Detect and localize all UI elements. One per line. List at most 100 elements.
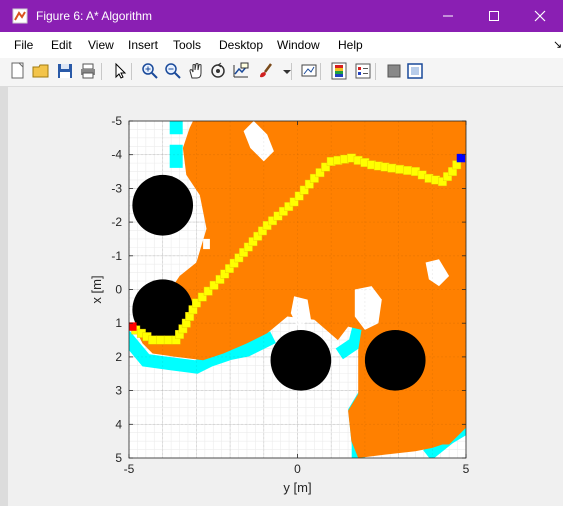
start-cell (129, 322, 137, 331)
path-cell (203, 286, 213, 296)
rotate-3d-icon[interactable] (209, 62, 227, 80)
path-cell (234, 253, 244, 263)
obstacle (364, 329, 426, 391)
minimize-button[interactable] (425, 0, 471, 32)
path-cell (258, 226, 267, 236)
path-cell (395, 164, 405, 174)
brush-icon[interactable] (257, 62, 275, 80)
y-tick-label: 3 (115, 384, 122, 398)
menu-view[interactable]: View (88, 38, 114, 52)
zoom-in-icon[interactable] (141, 62, 159, 80)
path-cell (191, 298, 201, 308)
path-cell (262, 221, 272, 230)
frontier-cells (335, 322, 367, 360)
path-cell (148, 335, 158, 345)
path-cell (289, 197, 299, 207)
toolbar-separator (291, 63, 292, 80)
y-tick-label: 1 (115, 316, 122, 330)
unexplored-island (243, 121, 274, 162)
frontier-cells (129, 330, 276, 374)
menu-bar: File Edit View Insert Tools Desktop Window Help… (0, 32, 563, 59)
close-button[interactable] (517, 0, 563, 32)
path-cell (229, 258, 239, 268)
path-cell (220, 269, 230, 279)
path-cell (197, 292, 207, 302)
path-cell (278, 206, 288, 216)
colorbar-icon[interactable] (330, 62, 348, 80)
figure-toolbar (0, 58, 563, 87)
pan-hand-icon[interactable] (187, 62, 205, 80)
menu-file[interactable]: File (14, 38, 34, 52)
save-icon[interactable] (56, 62, 74, 80)
y-tick-label: -5 (111, 114, 122, 128)
obstacle (132, 279, 194, 341)
path-cell (321, 162, 330, 172)
menu-edit[interactable]: Edit (51, 38, 72, 52)
data-cursor-icon[interactable] (232, 62, 250, 80)
figure-canvas: -5 0 5 -5 -4 -3 -2 -1 0 1 2 3 4 5 y [m] x [m] (0, 87, 563, 506)
unexplored-island (290, 296, 311, 327)
path-cell (268, 216, 277, 226)
x-axis-label: y [m] (283, 480, 311, 495)
toolbar-separator (101, 63, 102, 80)
y-tick-label: -4 (111, 148, 122, 162)
path-cell (243, 242, 253, 252)
y-tick-label: 2 (115, 350, 122, 364)
maximize-icon (489, 11, 499, 21)
path-cell (437, 177, 447, 187)
title-bar: Figure 6: A* Algorithm (0, 0, 563, 32)
show-plot-tools-icon[interactable] (406, 62, 424, 80)
plot-area (129, 121, 466, 458)
x-tick-label: 5 (463, 462, 470, 476)
hide-plot-tools-icon[interactable] (385, 62, 403, 80)
menu-desktop[interactable]: Desktop (219, 38, 264, 52)
y-tick-label: -2 (111, 215, 122, 229)
menu-help[interactable]: Help (338, 38, 363, 52)
menu-tools[interactable]: Tools (173, 38, 202, 52)
path-cell (253, 231, 263, 241)
y-tick-label: 4 (115, 417, 122, 431)
link-plot-icon[interactable] (300, 62, 318, 80)
toolbar-separator (320, 63, 321, 80)
dropdown-arrow-icon[interactable] (278, 62, 296, 80)
new-figure-icon[interactable] (9, 62, 27, 80)
window-title: Figure 6: A* Algorithm (36, 9, 153, 23)
zoom-out-icon[interactable] (164, 62, 182, 80)
unexplored-island (425, 259, 450, 287)
y-tick-label: 0 (115, 283, 122, 297)
legend-icon[interactable] (354, 62, 372, 80)
path-cell (309, 173, 319, 183)
path-cell (304, 179, 314, 189)
path-cell (452, 160, 462, 170)
x-tick-label: -5 (124, 462, 135, 476)
y-axis-label: x [m] (89, 275, 104, 303)
path-cell (403, 166, 412, 175)
open-file-icon[interactable] (32, 62, 50, 80)
menu-window[interactable]: Window (277, 38, 320, 52)
toolbar-separator (375, 63, 376, 80)
y-tick-label: -3 (111, 181, 122, 195)
print-icon[interactable] (79, 62, 97, 80)
path-cell (209, 280, 219, 290)
path-cell (163, 335, 173, 345)
path-cell (239, 248, 248, 257)
path-cell (156, 335, 165, 345)
menu-dock-arrow-icon[interactable]: ↘ (553, 39, 563, 51)
unexplored-island (354, 286, 382, 330)
y-tick-label: 5 (115, 451, 122, 465)
path-cell (248, 237, 258, 247)
obstacle (270, 329, 332, 391)
path-cell (315, 168, 325, 178)
minimize-icon (443, 15, 453, 17)
path-cell (443, 172, 452, 182)
background-window-edge (0, 87, 8, 506)
maximize-button[interactable] (471, 0, 517, 32)
path-cell (299, 185, 309, 195)
path-cell (225, 264, 234, 274)
path-cell (215, 274, 225, 284)
obstacle (132, 174, 194, 236)
path-cell (284, 202, 294, 212)
select-arrow-icon[interactable] (111, 62, 129, 80)
menu-insert[interactable]: Insert (128, 38, 159, 52)
